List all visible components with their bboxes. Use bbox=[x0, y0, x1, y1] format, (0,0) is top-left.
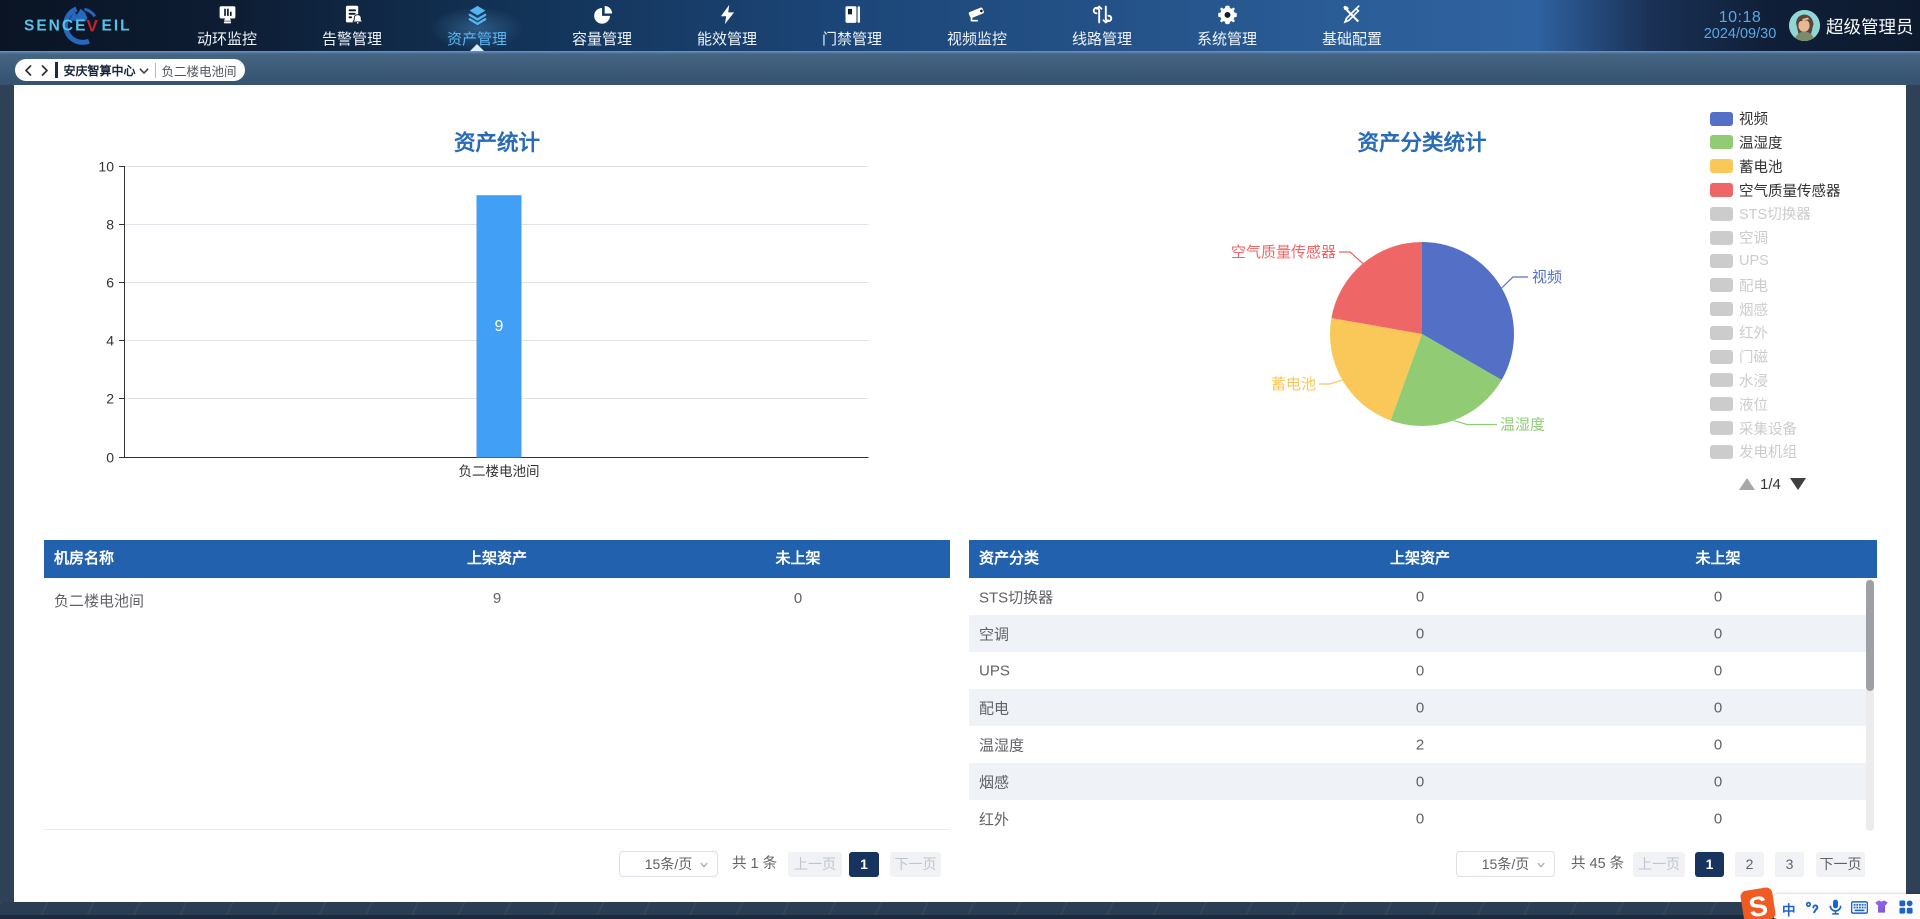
svg-text:0: 0 bbox=[106, 450, 114, 466]
svg-text:9: 9 bbox=[495, 318, 504, 335]
svg-text:6: 6 bbox=[106, 275, 114, 291]
svg-text:8: 8 bbox=[106, 217, 114, 233]
svg-text:2: 2 bbox=[106, 391, 114, 407]
svg-text:温湿度: 温湿度 bbox=[1500, 417, 1545, 434]
svg-text:视频: 视频 bbox=[1532, 269, 1562, 286]
svg-text:蓄电池: 蓄电池 bbox=[1271, 376, 1316, 393]
svg-text:资产统计: 资产统计 bbox=[454, 130, 541, 155]
svg-text:EIL: EIL bbox=[102, 18, 132, 35]
svg-text:10: 10 bbox=[98, 159, 114, 175]
svg-text:S: S bbox=[1747, 890, 1770, 919]
svg-text:空气质量传感器: 空气质量传感器 bbox=[1231, 244, 1336, 261]
svg-text:4: 4 bbox=[106, 333, 114, 349]
svg-text:SENCE: SENCE bbox=[24, 18, 87, 35]
svg-text:资产分类统计: 资产分类统计 bbox=[1357, 130, 1487, 155]
svg-text:负二楼电池间: 负二楼电池间 bbox=[459, 464, 540, 479]
svg-text:V: V bbox=[87, 17, 99, 36]
